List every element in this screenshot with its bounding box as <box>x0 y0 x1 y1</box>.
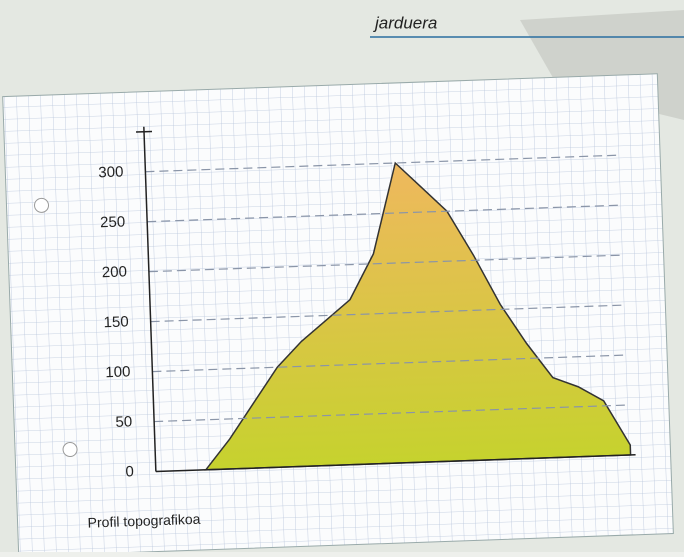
y-tick-label: 200 <box>102 263 128 281</box>
grid-line <box>150 304 626 323</box>
y-axis <box>143 126 157 472</box>
paper: Profil topografikoa 0 50 100 150 200 250 300 <box>2 73 674 557</box>
y-tick-label: 250 <box>100 213 126 231</box>
area <box>204 161 632 471</box>
chart-title: Profil topografikoa <box>87 511 201 531</box>
y-tick-label: 100 <box>105 363 131 381</box>
punch-hole <box>34 197 50 213</box>
y-tick-label: 150 <box>103 313 129 331</box>
y-tick-label: 50 <box>115 413 132 431</box>
grid-line <box>147 204 622 223</box>
grid-line <box>154 404 629 423</box>
y-tick-label: 0 <box>125 463 134 480</box>
axis-tick <box>135 130 153 133</box>
y-tick-label: 300 <box>98 163 124 181</box>
grid-line <box>152 354 628 373</box>
x-axis <box>155 454 636 473</box>
grid-line <box>148 254 624 273</box>
header: jarduera <box>373 13 437 32</box>
grid-line <box>145 154 621 173</box>
punch-hole <box>62 442 78 458</box>
